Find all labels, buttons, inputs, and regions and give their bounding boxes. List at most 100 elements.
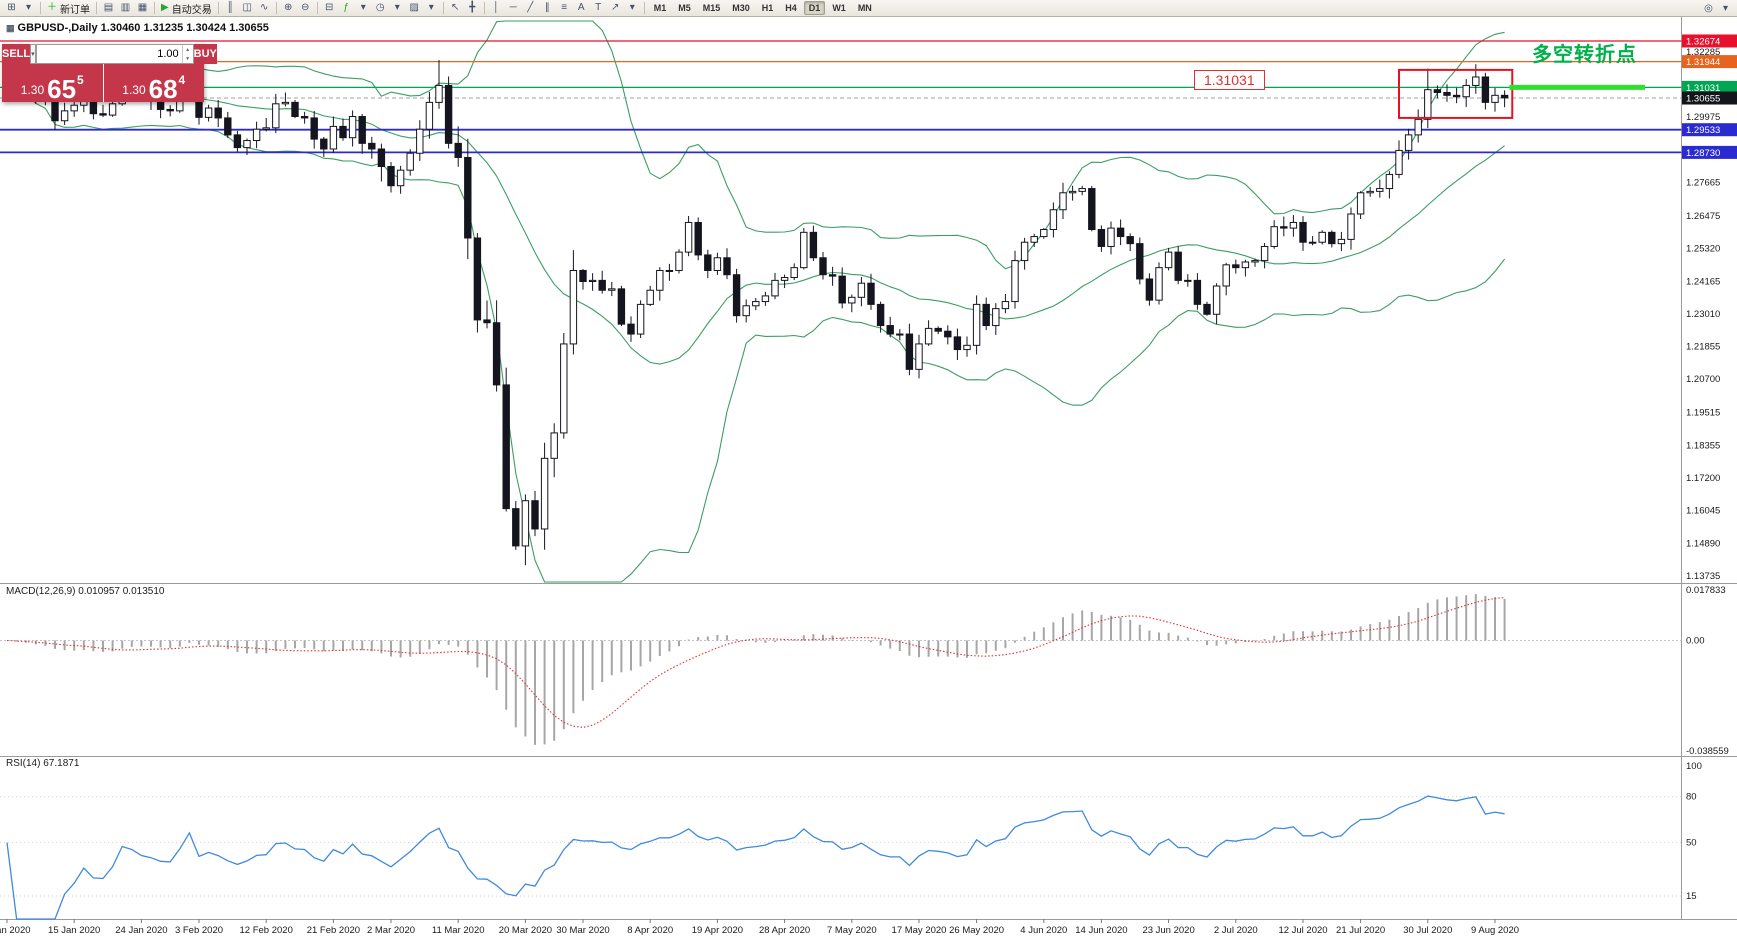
search-icon: ◎: [1704, 2, 1713, 14]
indicators-dropdown-button[interactable]: ▾: [355, 1, 372, 16]
bar-chart-mode-button[interactable]: ║: [222, 1, 239, 16]
horizontal-line-tool-button[interactable]: ─: [505, 1, 522, 16]
toolbar-options-dropdown-button[interactable]: ▾: [1717, 1, 1734, 16]
cursor-tool-button[interactable]: ↖: [447, 1, 464, 16]
timeframe-h1[interactable]: H1: [761, 3, 774, 13]
toolbar-separator: [483, 2, 485, 14]
order-options-caret[interactable]: ▾: [30, 44, 36, 64]
fibonacci-tool-icon: ≡: [561, 2, 568, 13]
search-button[interactable]: ◎: [1700, 1, 1717, 16]
buy-price-prefix: 1.30: [122, 83, 146, 97]
timeframe-h4[interactable]: H4: [785, 3, 797, 13]
price-callout-label[interactable]: 1.31031: [1194, 70, 1265, 90]
svg-text:20 Mar 2020: 20 Mar 2020: [499, 925, 552, 936]
vertical-line-tool-button[interactable]: │: [488, 1, 505, 16]
periods-dropdown-button[interactable]: ▾: [389, 1, 406, 16]
zoom-in-icon: ⊕: [284, 2, 293, 13]
shapes-dropdown-button[interactable]: ▾: [624, 1, 641, 16]
data-window-button[interactable]: ▦: [134, 1, 151, 16]
svg-text:21 Feb 2020: 21 Feb 2020: [307, 925, 360, 936]
sell-price-button[interactable]: 1.30 65 5: [2, 64, 103, 102]
svg-text:1.32674: 1.32674: [1686, 36, 1720, 47]
sell-price-main: 65: [47, 73, 77, 104]
channel-tool-button[interactable]: ∥: [539, 1, 556, 16]
svg-text:23 Jun 2020: 23 Jun 2020: [1142, 925, 1194, 936]
indicators-add-button[interactable]: ƒ: [338, 1, 355, 16]
candlestick-mode-icon: ◫: [242, 2, 252, 13]
svg-text:1.13735: 1.13735: [1686, 571, 1720, 582]
rsi-value: 67.1871: [43, 758, 80, 769]
new-order-button[interactable]: ＋新订单: [44, 1, 93, 16]
templates-menu-icon: ▨: [409, 2, 419, 13]
svg-text:-0.038559: -0.038559: [1686, 746, 1729, 757]
chart-window-dropdown-button[interactable]: ▾: [20, 1, 37, 16]
volume-down-button[interactable]: ▼: [185, 55, 191, 62]
new-order-icon: ＋: [47, 2, 57, 13]
market-watch-button[interactable]: ▤: [100, 1, 117, 16]
svg-text:1.14890: 1.14890: [1686, 538, 1720, 549]
buy-price-button[interactable]: 1.30 68 4: [103, 64, 204, 102]
macd-name: MACD(12,26,9): [6, 586, 76, 597]
trendline-tool-icon: ╱: [527, 2, 534, 13]
svg-text:2 Mar 2020: 2 Mar 2020: [367, 925, 415, 936]
svg-text:12 Jul 2020: 12 Jul 2020: [1278, 925, 1327, 936]
svg-text:4 Jun 2020: 4 Jun 2020: [1020, 925, 1067, 936]
svg-text:11 Mar 2020: 11 Mar 2020: [432, 925, 485, 936]
svg-text:100: 100: [1686, 761, 1702, 772]
timeframe-m5[interactable]: M5: [678, 3, 691, 13]
label-tool-button[interactable]: T: [590, 1, 607, 16]
periods-menu-icon: ◷: [375, 2, 385, 13]
fibonacci-tool-button[interactable]: ≡: [556, 1, 573, 16]
templates-menu-button[interactable]: ▨: [406, 1, 423, 16]
indicators-add-icon: ƒ: [343, 2, 349, 13]
turning-point-annotation[interactable]: 多空转折点: [1532, 44, 1637, 66]
svg-text:1.30655: 1.30655: [1686, 94, 1720, 105]
svg-text:1.28730: 1.28730: [1686, 148, 1720, 159]
templates-dropdown-button[interactable]: ▾: [423, 1, 440, 16]
toolbar-separator: [154, 2, 155, 14]
svg-text:30 Jul 2020: 30 Jul 2020: [1403, 925, 1452, 936]
crosshair-tool-button[interactable]: ╋: [464, 1, 481, 16]
price-axis: 1.32285 1.29975 1.27665 1.26475 1.25320 1.241…: [1682, 34, 1737, 582]
svg-text:26 May 2020: 26 May 2020: [949, 925, 1004, 936]
svg-text:1.26475: 1.26475: [1686, 211, 1720, 222]
new-chart-button[interactable]: ⊞: [3, 1, 20, 16]
timeframe-m15[interactable]: M15: [702, 3, 721, 13]
volume-input[interactable]: [36, 45, 182, 63]
buy-button[interactable]: BUY: [193, 44, 217, 64]
sell-button[interactable]: SELL: [2, 44, 31, 64]
tile-windows-button[interactable]: ⊟: [321, 1, 338, 16]
zoom-out-button[interactable]: ⊖: [297, 1, 314, 16]
svg-text:14 Jun 2020: 14 Jun 2020: [1075, 925, 1127, 936]
svg-text:1.29533: 1.29533: [1686, 125, 1720, 136]
autotrading-button[interactable]: ▶ 自动交易: [158, 1, 215, 16]
line-chart-mode-button[interactable]: ∿: [256, 1, 273, 16]
svg-text:2 Jul 2020: 2 Jul 2020: [1214, 925, 1258, 936]
chart-canvas[interactable]: 1.32285 1.29975 1.27665 1.26475 1.25320 1.241…: [0, 17, 1737, 940]
svg-text:15 Jan 2020: 15 Jan 2020: [48, 925, 100, 936]
timeframe-m30[interactable]: M30: [732, 3, 750, 13]
timeframe-m1[interactable]: M1: [653, 3, 667, 13]
tile-windows-icon: ⊟: [325, 2, 334, 13]
periods-menu-button[interactable]: ◷: [372, 1, 389, 16]
panel-separators: [0, 17, 1737, 920]
timeframe-w1[interactable]: W1: [832, 3, 846, 13]
svg-text:1.21855: 1.21855: [1686, 342, 1720, 353]
svg-text:1.31031: 1.31031: [1686, 83, 1720, 94]
svg-text:50: 50: [1686, 838, 1697, 849]
bar-chart-mode-icon: ║: [226, 2, 234, 13]
arrows-tool-button[interactable]: ↗: [607, 1, 624, 16]
trendline-tool-button[interactable]: ╱: [522, 1, 539, 16]
candlestick-mode-button[interactable]: ◫: [239, 1, 256, 16]
svg-text:1.24165: 1.24165: [1686, 276, 1720, 287]
volume-up-button[interactable]: ▲: [185, 46, 191, 53]
zoom-in-button[interactable]: ⊕: [280, 1, 297, 16]
toolbar-separator: [96, 2, 97, 14]
profiles-button[interactable]: ▥: [117, 1, 134, 16]
text-tool-button[interactable]: A: [573, 1, 590, 16]
timeframe-mn[interactable]: MN: [857, 3, 872, 13]
timeframe-d1[interactable]: D1: [803, 1, 826, 15]
crosshair-tool-icon: ╋: [469, 2, 476, 13]
svg-text:1.17200: 1.17200: [1686, 473, 1720, 484]
toolbar: ⊞ ▾ ＋新订单 ▤ ▥ ▦ ▶ 自动交易 ║ ◫ ∿ ⊕ ⊖ ⊟ ƒ ▾ ◷ ▾ ▨ ▾ ↖ ╋ │ ─ ╱ ∥ ≡ A T ↗ ▾ M1 M…: [0, 0, 1737, 17]
